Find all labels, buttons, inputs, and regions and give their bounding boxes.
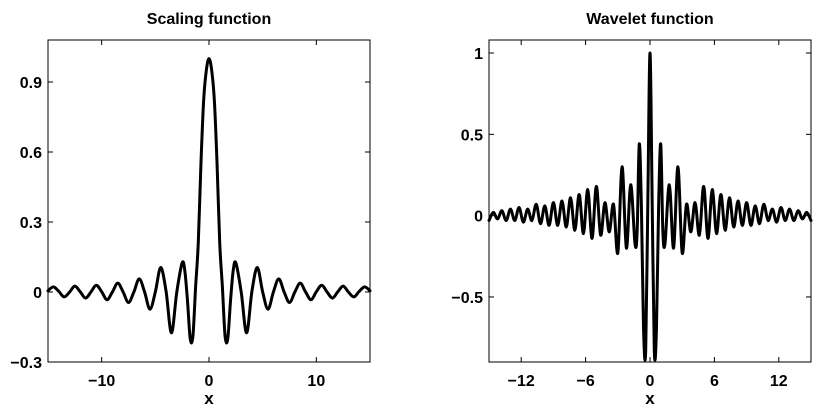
y-ticks: −0.3 0 0.3 0.6 0.9 (10, 75, 370, 372)
y-tick-label: 0.3 (20, 215, 42, 232)
x-tick-label: 6 (710, 373, 719, 390)
scaling-function-curve (46, 57, 372, 345)
x-tick-label: −10 (88, 373, 115, 390)
y-tick-label: −0.3 (10, 355, 42, 372)
y-tick-label: −0.5 (451, 290, 483, 307)
x-tick-label: 0 (205, 373, 214, 390)
y-tick-label: 0 (474, 209, 483, 226)
chart-title: Wavelet function (586, 11, 713, 28)
y-tick-label: 0.9 (20, 75, 42, 92)
y-tick-label: 0 (33, 285, 42, 302)
x-ticks: −10 0 10 (88, 40, 325, 390)
chart-title: Scaling function (147, 11, 271, 28)
x-tick-label: 10 (307, 373, 325, 390)
x-axis-label: x (645, 389, 655, 408)
x-tick-label: 0 (646, 373, 655, 390)
x-tick-label: −6 (576, 373, 594, 390)
y-tick-label: 1 (474, 46, 483, 63)
x-tick-label: 12 (770, 373, 788, 390)
y-tick-label: 0.5 (461, 127, 483, 144)
x-axis-label: x (204, 389, 214, 408)
x-tick-label: −12 (508, 373, 535, 390)
y-ticks: −0.5 0 0.5 1 (451, 46, 811, 307)
x-ticks: −12 −6 0 6 12 (508, 40, 788, 390)
y-tick-label: 0.6 (20, 145, 42, 162)
scaling-function-panel: Scaling function −10 0 10 −0.3 0 0.3 0.6 0.9 x (10, 11, 372, 408)
wavelet-function-panel: Wavelet function −12 −6 0 6 12 −0.5 0 0.5 1 x (451, 11, 813, 408)
wavelet-function-curve (487, 51, 813, 362)
plot-area (47, 39, 371, 363)
